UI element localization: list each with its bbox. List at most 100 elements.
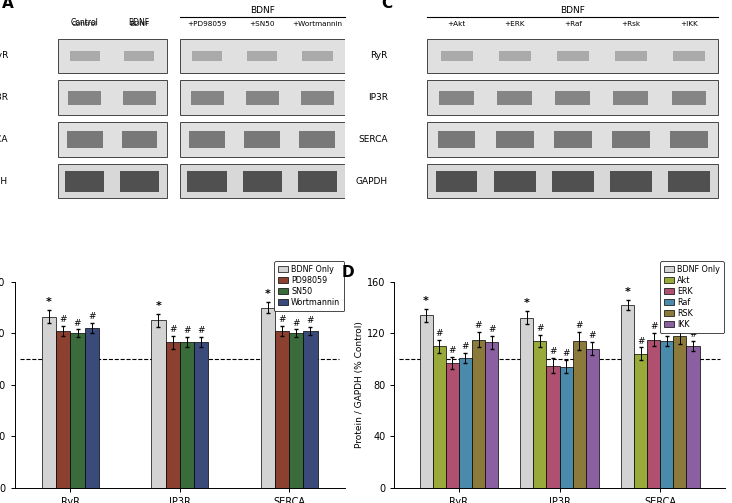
- Bar: [246, 91, 279, 105]
- Bar: [554, 130, 591, 148]
- Bar: [547, 366, 559, 488]
- Bar: [610, 171, 651, 192]
- Bar: [42, 316, 56, 488]
- Bar: [496, 130, 534, 148]
- Bar: [441, 51, 472, 61]
- Bar: [671, 91, 706, 105]
- Bar: [69, 91, 101, 105]
- Bar: [58, 164, 167, 198]
- Text: +IKK: +IKK: [680, 21, 698, 27]
- Bar: [613, 91, 649, 105]
- Bar: [302, 51, 332, 61]
- Bar: [301, 91, 334, 105]
- Text: #: #: [198, 326, 205, 336]
- Text: #: #: [462, 342, 469, 351]
- Bar: [297, 171, 337, 192]
- Text: #: #: [575, 321, 583, 330]
- Bar: [190, 130, 225, 148]
- Bar: [670, 130, 708, 148]
- Text: *: *: [155, 301, 161, 311]
- Text: #: #: [690, 330, 697, 339]
- Text: +ERK: +ERK: [504, 21, 525, 27]
- Bar: [472, 340, 485, 488]
- Text: #: #: [650, 322, 657, 331]
- Text: BDNF: BDNF: [250, 6, 274, 15]
- Bar: [612, 130, 650, 148]
- Text: GAPDH: GAPDH: [0, 177, 8, 186]
- Bar: [180, 164, 345, 198]
- Bar: [242, 171, 282, 192]
- Bar: [427, 39, 718, 73]
- Bar: [120, 171, 159, 192]
- Bar: [124, 51, 154, 61]
- Text: #: #: [589, 331, 596, 341]
- Bar: [615, 51, 647, 61]
- Bar: [439, 91, 474, 105]
- Bar: [152, 320, 165, 488]
- Bar: [572, 341, 586, 488]
- Text: #: #: [536, 324, 544, 332]
- Bar: [70, 333, 85, 488]
- Bar: [559, 367, 572, 488]
- Text: +Akt: +Akt: [447, 21, 466, 27]
- Bar: [556, 91, 590, 105]
- Bar: [668, 171, 710, 192]
- Y-axis label: Protein / GAPDH (% Control): Protein / GAPDH (% Control): [355, 321, 364, 448]
- Bar: [419, 315, 433, 488]
- Bar: [289, 333, 303, 488]
- Bar: [247, 51, 277, 61]
- Text: GAPDH: GAPDH: [356, 177, 388, 186]
- Bar: [122, 130, 157, 148]
- Bar: [520, 318, 534, 488]
- Bar: [634, 354, 647, 488]
- Bar: [687, 346, 700, 488]
- Bar: [446, 363, 459, 488]
- Text: #: #: [449, 346, 456, 355]
- Text: BDNF: BDNF: [129, 21, 149, 27]
- Bar: [58, 39, 167, 73]
- Bar: [194, 343, 208, 488]
- Text: Control: Control: [72, 21, 98, 27]
- Text: #: #: [475, 321, 482, 330]
- Bar: [261, 307, 275, 488]
- Legend: BDNF Only, Akt, ERK, Raf, RSK, IKK: BDNF Only, Akt, ERK, Raf, RSK, IKK: [660, 261, 724, 333]
- Bar: [552, 171, 594, 192]
- Text: #: #: [676, 317, 684, 326]
- Bar: [244, 130, 280, 148]
- Text: +Raf: +Raf: [564, 21, 582, 27]
- Text: #: #: [436, 329, 443, 338]
- Bar: [180, 343, 194, 488]
- Bar: [647, 340, 660, 488]
- Bar: [65, 171, 105, 192]
- Text: C: C: [381, 0, 392, 11]
- Bar: [58, 80, 167, 115]
- Text: #: #: [307, 316, 314, 325]
- Text: *: *: [46, 297, 52, 307]
- Bar: [85, 328, 99, 488]
- Bar: [165, 343, 180, 488]
- Legend: BDNF Only, PD98059, SN50, Wortmannin: BDNF Only, PD98059, SN50, Wortmannin: [274, 261, 344, 311]
- Text: BDNF: BDNF: [129, 18, 150, 27]
- Bar: [187, 171, 227, 192]
- Bar: [438, 130, 475, 148]
- Text: #: #: [59, 315, 67, 323]
- Bar: [436, 171, 477, 192]
- Text: #: #: [562, 350, 569, 359]
- Text: SERCA: SERCA: [0, 135, 8, 144]
- Text: #: #: [74, 318, 81, 327]
- Bar: [180, 122, 345, 156]
- Text: SERCA: SERCA: [359, 135, 388, 144]
- Bar: [427, 80, 718, 115]
- Text: *: *: [524, 298, 530, 308]
- Bar: [673, 336, 687, 488]
- Bar: [70, 51, 100, 61]
- Bar: [497, 91, 532, 105]
- Text: +PD98059: +PD98059: [187, 21, 227, 27]
- Text: #: #: [488, 325, 496, 334]
- Bar: [673, 51, 705, 61]
- Bar: [193, 51, 223, 61]
- Bar: [534, 341, 547, 488]
- Bar: [485, 343, 498, 488]
- Text: RyR: RyR: [0, 51, 8, 60]
- Bar: [58, 122, 167, 156]
